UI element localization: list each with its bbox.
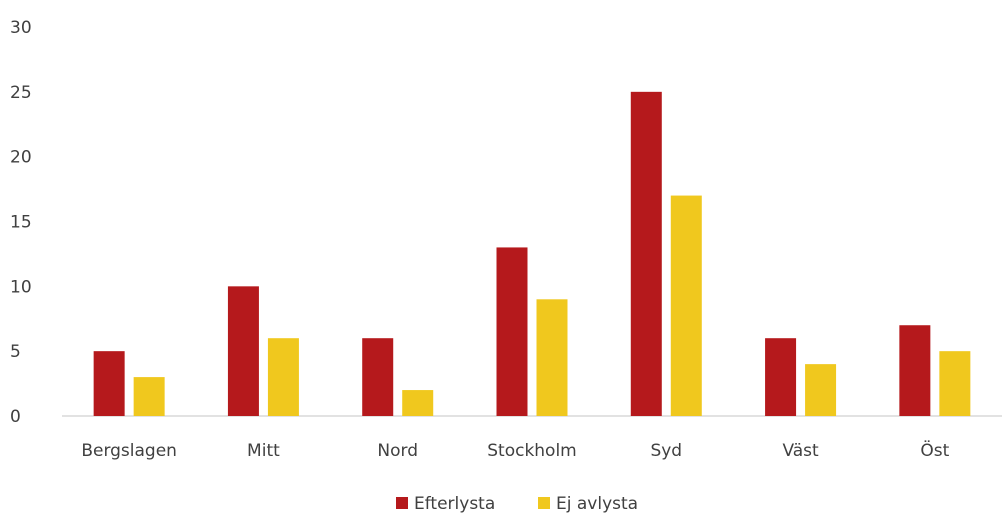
y-tick-label: 20 <box>10 148 32 168</box>
legend: Efterlysta Ej avlysta <box>396 494 638 514</box>
x-category-label: Nord <box>377 441 418 461</box>
x-category-label: Väst <box>782 441 819 461</box>
x-category-label: Stockholm <box>487 441 577 461</box>
legend-swatch-efterlysta <box>396 497 408 509</box>
bar-ej-avlysta-väst <box>805 364 837 416</box>
bar-efterlysta-stockholm <box>496 247 528 416</box>
x-category-label: Öst <box>920 439 949 461</box>
bar-ej-avlysta-stockholm <box>536 299 568 416</box>
bar-ej-avlysta-syd <box>670 195 702 416</box>
bars <box>93 91 971 416</box>
y-tick-label: 10 <box>10 277 32 297</box>
bar-ej-avlysta-mitt <box>267 338 299 416</box>
bar-ej-avlysta-nord <box>402 390 434 416</box>
x-category-label: Bergslagen <box>81 441 177 461</box>
x-category-label: Syd <box>650 441 682 461</box>
bar-efterlysta-syd <box>630 91 662 416</box>
legend-swatch-ej-avlysta <box>538 497 550 509</box>
bar-efterlysta-nord <box>362 338 394 416</box>
legend-label: Ej avlysta <box>556 494 638 514</box>
y-tick-label: 5 <box>10 342 21 362</box>
y-tick-label: 30 <box>10 18 32 38</box>
bar-efterlysta-öst <box>899 325 931 416</box>
y-tick-label: 15 <box>10 213 32 233</box>
y-tick-label: 0 <box>10 407 21 427</box>
legend-label: Efterlysta <box>414 494 495 514</box>
x-axis-category-labels: Bergslagen Mitt Nord Stockholm Syd Väst Öst <box>81 439 949 461</box>
bar-ej-avlysta-öst <box>939 351 971 416</box>
bar-efterlysta-mitt <box>227 286 259 416</box>
y-tick-label: 25 <box>10 83 32 103</box>
bar-efterlysta-väst <box>765 338 797 416</box>
bar-ej-avlysta-bergslagen <box>133 377 165 416</box>
x-category-label: Mitt <box>247 441 280 461</box>
bar-efterlysta-bergslagen <box>93 351 125 416</box>
y-axis-tick-labels: 0 5 10 15 20 25 30 <box>10 18 32 427</box>
